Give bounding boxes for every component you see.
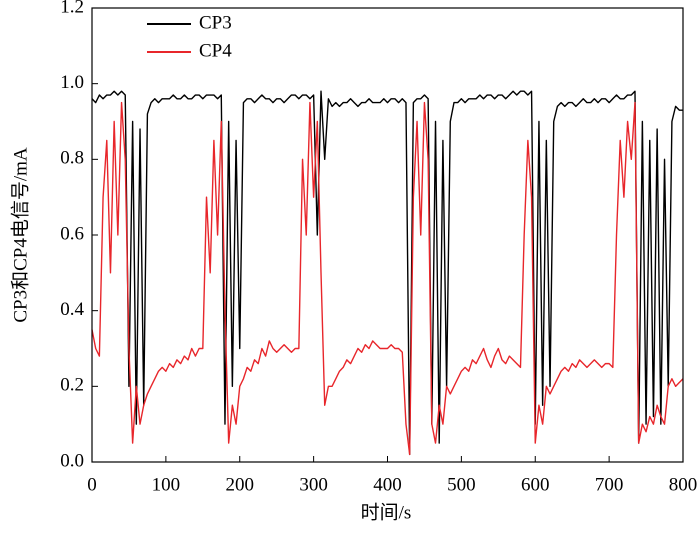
x-tick-label: 600 [521,474,550,495]
x-tick-label: 300 [299,474,328,495]
y-tick-label: 0.2 [60,375,84,396]
y-tick-label: 0.6 [60,223,84,244]
y-tick-label: 0.0 [60,450,84,471]
y-axis-label: CP3和CP4电信号/mA [9,147,31,323]
data-line [91,101,684,456]
legend-label: CP3 [199,12,232,33]
x-axis-label: 时间/s [361,501,412,523]
x-tick-label: 100 [152,474,181,495]
x-tick-label: 0 [87,474,97,495]
x-tick-label: 700 [595,474,624,495]
legend-label: CP4 [199,40,232,61]
y-tick-label: 1.0 [60,72,84,93]
x-tick-label: 800 [669,474,698,495]
y-tick-label: 0.4 [60,299,84,320]
y-tick-label: 1.2 [60,0,84,17]
data-line [91,90,683,456]
plot-frame [91,7,684,463]
y-tick-label: 0.8 [60,148,84,169]
x-tick-label: 500 [447,474,476,495]
x-tick-label: 200 [226,474,255,495]
x-tick-label: 400 [373,474,402,495]
